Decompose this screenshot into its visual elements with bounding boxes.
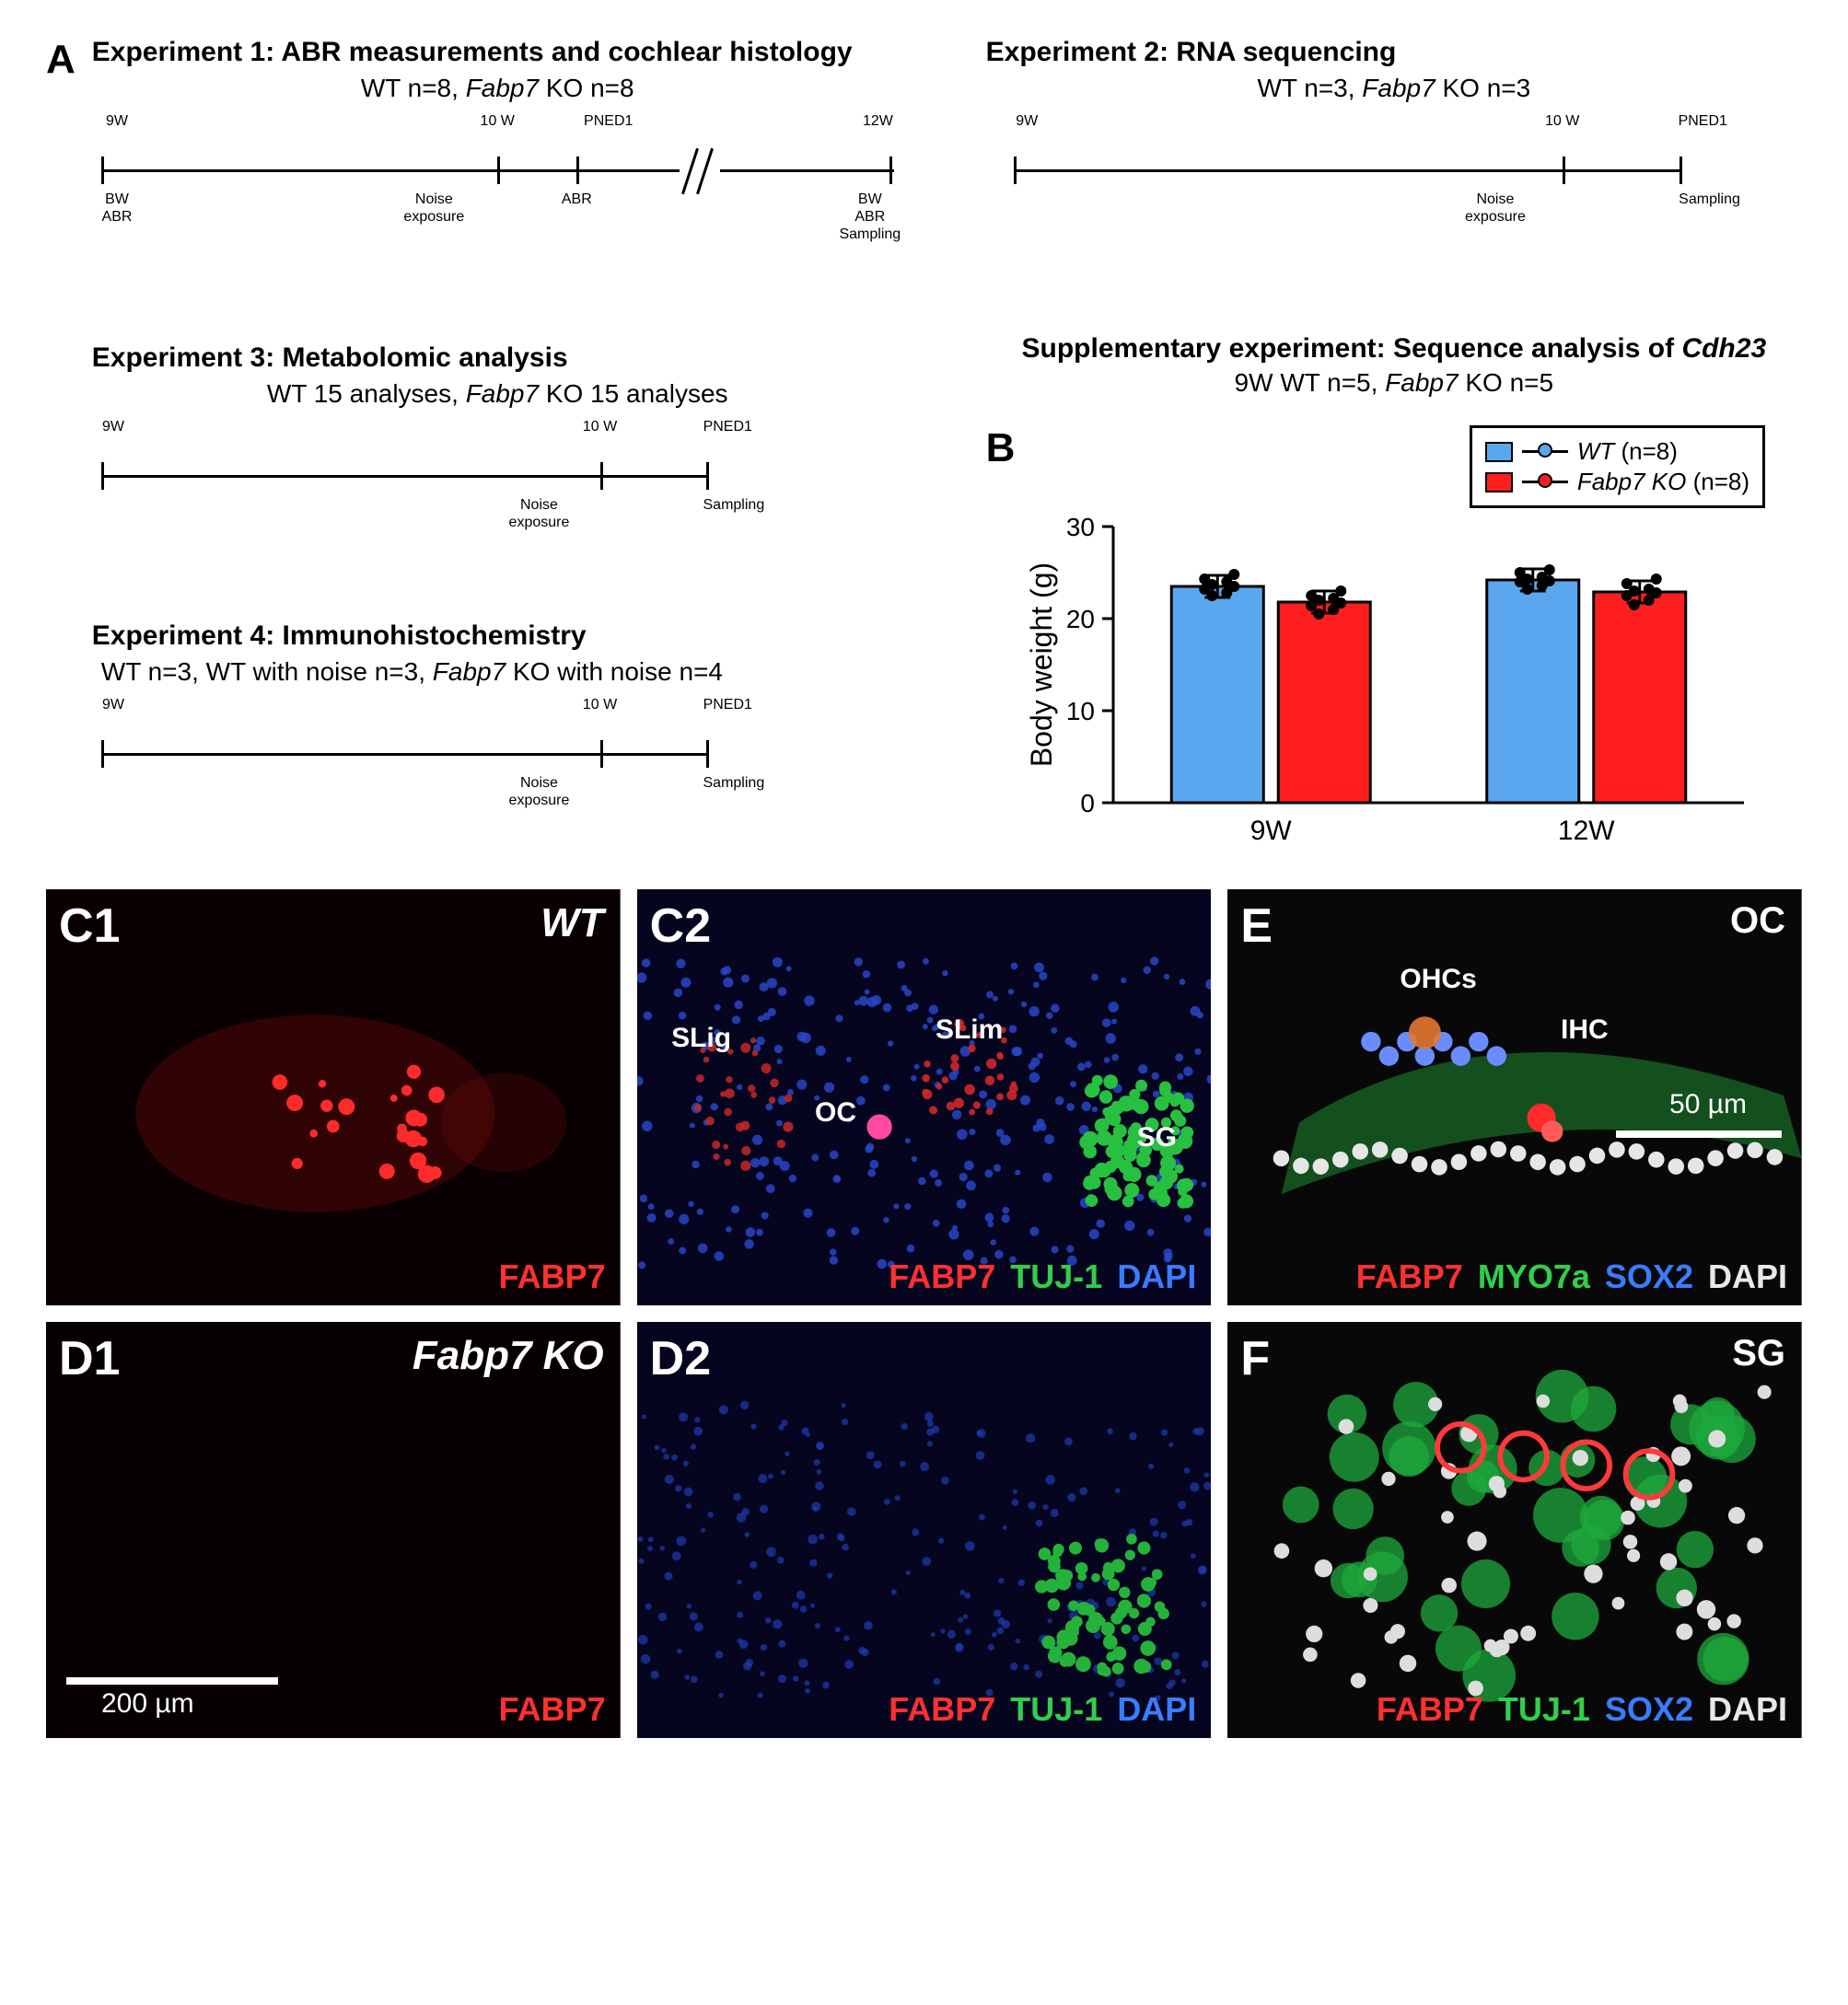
exp3-title: Experiment 3: Metabolomic analysis — [92, 342, 903, 374]
exp2-title: Experiment 2: RNA sequencing — [986, 37, 1802, 68]
tl-label: Sampling — [703, 496, 765, 514]
scalebar-E — [1616, 1130, 1782, 1138]
exp1-sub: WT n=8, Fabp7 KO n=8 — [92, 74, 903, 103]
exp4-title: Experiment 4: Immunohistochemistry — [92, 620, 903, 652]
exp3-timeline: 9W 10 W PNED1 Noise exposure Sampling — [101, 418, 710, 574]
region-label-E: OC — [1730, 900, 1785, 942]
tl-label: Sampling — [703, 774, 765, 792]
genotype-label: Fabp7 KO — [413, 1333, 604, 1379]
stain-labels-D1: FABP7 — [494, 1690, 606, 1729]
micrograph-grid: C1 WT FABP7 C2 SLig SLim OC SG FABP7 TUJ… — [46, 889, 1802, 1738]
supp-title: Supplementary experiment: Sequence analy… — [986, 333, 1802, 365]
legend-wt-label: WT (n=8) — [1577, 437, 1678, 466]
scalebar-label-E: 50 µm — [1669, 1089, 1747, 1120]
exp3-sub: WT 15 analyses, Fabp7 KO 15 analyses — [92, 379, 903, 409]
supp-sub: 9W WT n=5, Fabp7 KO n=5 — [986, 368, 1802, 398]
svg-text:20: 20 — [1066, 605, 1095, 633]
genotype-label: WT — [540, 900, 603, 946]
panel-letter-E: E — [1240, 898, 1273, 954]
anno-OC: OC — [815, 1097, 856, 1129]
svg-text:12W: 12W — [1558, 816, 1615, 846]
micrograph-F: F SG FABP7 TUJ-1 SOX2 DAPI — [1227, 1322, 1802, 1738]
stain-labels-E: FABP7 MYO7a SOX2 DAPI — [1351, 1257, 1787, 1296]
tl-label: ABR — [562, 191, 592, 208]
tl-label: 9W — [102, 696, 124, 713]
svg-text:Body weight (g): Body weight (g) — [1026, 562, 1058, 767]
svg-text:9W: 9W — [1250, 816, 1293, 846]
legend-line-icon — [1522, 450, 1568, 453]
legend-line-icon — [1522, 481, 1568, 483]
anno-IHC: IHC — [1561, 1014, 1609, 1046]
tl-label: 10 W — [481, 112, 515, 130]
panel-A-left-column: A Experiment 1: ABR measurements and coc… — [46, 37, 903, 862]
scalebar-label-D1: 200 µm — [101, 1688, 194, 1720]
scalebar-D1 — [66, 1677, 278, 1685]
svg-text:30: 30 — [1066, 513, 1095, 541]
anno-SLig: SLig — [671, 1023, 731, 1054]
tl-label: 10 W — [583, 696, 617, 713]
exp1-title: Experiment 1: ABR measurements and cochl… — [92, 37, 903, 68]
panel-letter-B: B — [986, 425, 1016, 471]
tl-label: 10 W — [1545, 112, 1579, 130]
anno-SLim: SLim — [936, 1014, 1003, 1046]
tl-label: 9W — [106, 112, 128, 130]
experiment-2-block: Experiment 2: RNA sequencing WT n=3, Fab… — [986, 37, 1802, 269]
bodyweight-chart: WT (n=8) Fabp7 KO (n=8) 0 10 20 30 Body weig… — [1026, 416, 1802, 858]
panel-letter-A: A — [46, 37, 76, 83]
panel-B: B WT (n=8) Fabp7 KO (n=8) — [986, 416, 1802, 858]
tl-label: PNED1 — [703, 696, 752, 713]
tl-label: Noise exposure — [1465, 191, 1526, 226]
exp2-timeline: 9W 10 W PNED1 Noise exposure Sampling — [1014, 112, 1683, 269]
stain-labels-C1: FABP7 — [494, 1257, 606, 1296]
stain-labels-C2: FABP7 TUJ-1 DAPI — [883, 1257, 1196, 1296]
anno-OHCs: OHCs — [1400, 964, 1476, 995]
supplementary-block: Supplementary experiment: Sequence analy… — [986, 333, 1802, 398]
exp4-sub: WT n=3, WT with noise n=3, Fabp7 KO with… — [101, 657, 903, 687]
experiment-3-block: Experiment 3: Metabolomic analysis WT 15… — [92, 342, 903, 574]
tl-label: Noise exposure — [509, 774, 570, 809]
micrograph-D2: D2 FABP7 TUJ-1 DAPI — [637, 1322, 1212, 1738]
svg-text:0: 0 — [1081, 789, 1096, 817]
experiment-1-block: Experiment 1: ABR measurements and cochl… — [92, 37, 903, 296]
legend-ko-label: Fabp7 KO (n=8) — [1577, 468, 1749, 496]
tl-label: 12W — [863, 112, 893, 130]
legend-square-icon — [1485, 472, 1513, 493]
tl-label: PNED1 — [584, 112, 633, 130]
tl-label: 9W — [102, 418, 124, 435]
panel-letter-D1: D1 — [59, 1331, 120, 1386]
legend-ko: Fabp7 KO (n=8) — [1485, 468, 1749, 496]
panel-letter-F: F — [1240, 1331, 1270, 1386]
experiment-4-block: Experiment 4: Immunohistochemistry WT n=… — [92, 620, 903, 852]
region-label-F: SG — [1732, 1333, 1785, 1374]
tl-label: 10 W — [583, 418, 617, 435]
tl-label: PNED1 — [1679, 112, 1727, 130]
panel-letter-D2: D2 — [650, 1331, 711, 1386]
micrograph-C2: C2 SLig SLim OC SG FABP7 TUJ-1 DAPI — [637, 889, 1212, 1305]
exp4-timeline: 9W 10 W PNED1 Noise exposure Sampling — [101, 696, 710, 852]
chart-legend: WT (n=8) Fabp7 KO (n=8) — [1470, 425, 1765, 508]
exp1-timeline: 9W 10 W PNED1 12W BW ABR Noise exposure … — [101, 112, 894, 296]
micrograph-D1: D1 Fabp7 KO 200 µm FABP7 — [46, 1322, 621, 1738]
tl-label: BW ABR — [102, 191, 133, 226]
stain-labels-D2: FABP7 TUJ-1 DAPI — [883, 1690, 1196, 1729]
panel-letter-C2: C2 — [650, 898, 711, 954]
panel-A-right-column: Experiment 2: RNA sequencing WT n=3, Fab… — [986, 37, 1802, 862]
tl-label: BW ABR Sampling — [839, 191, 901, 244]
tl-label: PNED1 — [703, 418, 752, 435]
tl-label: Noise exposure — [509, 496, 570, 531]
exp2-sub: WT n=3, Fabp7 KO n=3 — [986, 74, 1802, 103]
tl-label: Noise exposure — [403, 191, 464, 226]
micrograph-C1: C1 WT FABP7 — [46, 889, 621, 1305]
svg-text:10: 10 — [1066, 697, 1095, 725]
anno-SG: SG — [1137, 1122, 1177, 1153]
legend-square-icon — [1485, 442, 1513, 462]
legend-wt: WT (n=8) — [1485, 437, 1749, 466]
tl-label: Sampling — [1679, 191, 1740, 208]
micrograph-E: E OC OHCs IHC 50 µm FABP7 MYO7a SOX2 DAP… — [1227, 889, 1802, 1305]
tl-label: 9W — [1016, 112, 1038, 130]
stain-labels-F: FABP7 TUJ-1 SOX2 DAPI — [1371, 1690, 1787, 1729]
panel-letter-C1: C1 — [59, 898, 120, 954]
figure-root: A Experiment 1: ABR measurements and coc… — [46, 37, 1802, 1738]
panels-A-B-row: A Experiment 1: ABR measurements and coc… — [46, 37, 1802, 862]
